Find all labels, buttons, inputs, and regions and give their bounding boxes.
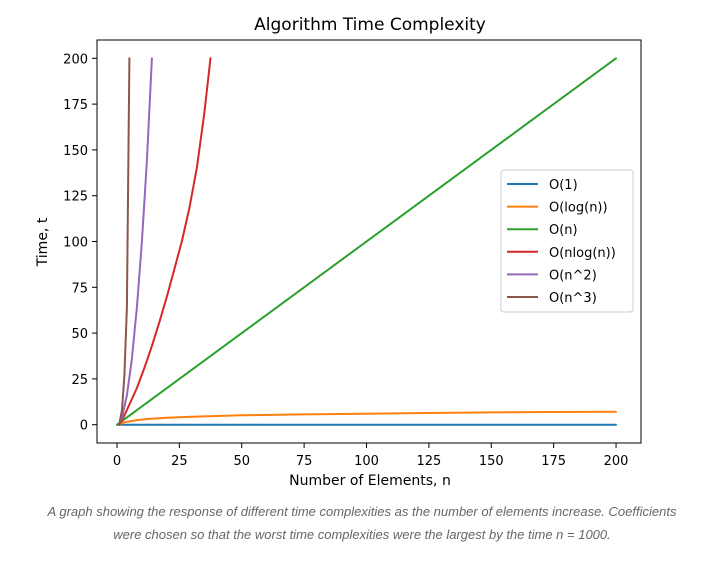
x-axis: 0 25 50 75 100 125 150 175 200 <box>113 443 629 469</box>
y-tick-label: 50 <box>71 327 88 342</box>
y-tick-label: 75 <box>71 281 88 296</box>
legend-box <box>500 169 634 313</box>
series-line <box>116 57 617 426</box>
figure-caption: A graph showing the response of differen… <box>10 500 714 546</box>
y-axis-label: Time, t <box>35 217 51 267</box>
caption-line-2: were chosen so that the worst time compl… <box>113 527 611 542</box>
x-tick-label: 175 <box>541 454 566 469</box>
legend: O(1) O(log(n)) O(n) O(nlog(n)) O(n^2) O(n^3) <box>500 169 634 313</box>
legend-label: O(n) <box>549 223 578 238</box>
legend-label: O(log(n)) <box>549 201 608 216</box>
x-tick-label: 75 <box>296 454 313 469</box>
y-tick-label: 200 <box>63 52 88 67</box>
x-tick-label: 150 <box>479 454 504 469</box>
x-tick-label: 50 <box>233 454 250 469</box>
y-tick-label: 100 <box>63 236 88 251</box>
series-line <box>118 57 212 426</box>
legend-label: O(n^2) <box>549 268 597 283</box>
legend-label: O(1) <box>549 178 578 193</box>
x-tick-label: 0 <box>113 454 121 469</box>
series-line <box>118 57 131 424</box>
series-lines <box>116 57 617 426</box>
y-tick-label: 150 <box>63 144 88 159</box>
legend-label: O(nlog(n)) <box>549 246 616 261</box>
x-tick-label: 25 <box>171 454 188 469</box>
y-tick-label: 125 <box>63 190 88 205</box>
y-tick-label: 0 <box>80 419 88 434</box>
caption-line-1: A graph showing the response of differen… <box>47 504 677 519</box>
series-line <box>118 57 153 424</box>
chart-title: Algorithm Time Complexity <box>254 15 486 35</box>
series-line <box>118 410 617 426</box>
complexity-chart: Algorithm Time Complexity 0 25 50 75 100 125 1… <box>35 15 642 489</box>
x-axis-label: Number of Elements, n <box>289 473 451 489</box>
y-tick-label: 175 <box>63 98 88 113</box>
legend-label: O(n^3) <box>549 291 597 306</box>
x-tick-label: 125 <box>416 454 441 469</box>
y-tick-label: 25 <box>71 373 88 388</box>
x-tick-label: 200 <box>604 454 629 469</box>
y-axis: 0 25 50 75 100 125 150 175 200 <box>63 52 97 434</box>
x-tick-label: 100 <box>354 454 379 469</box>
